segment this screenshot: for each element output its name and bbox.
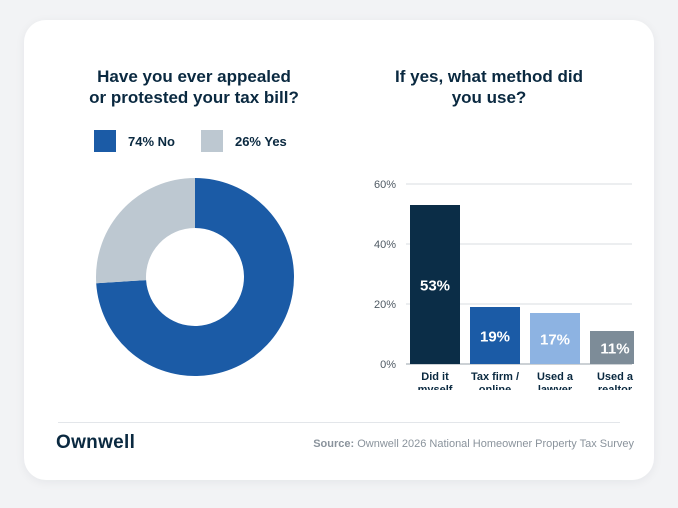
- donut-chart-title: Have you ever appealed or protested your…: [68, 66, 320, 108]
- donut-title-line-2: or protested your tax bill?: [89, 88, 299, 107]
- donut-chart: [96, 178, 295, 376]
- y-tick-label: 0%: [380, 359, 396, 371]
- legend-label-no: 74% No: [128, 133, 175, 149]
- x-category-label: Did it: [421, 371, 449, 383]
- footer-divider: [58, 422, 620, 423]
- bar-data-label: 11%: [600, 341, 629, 358]
- legend-item-no: 74% No: [94, 130, 175, 152]
- x-category-label: Used a: [537, 371, 574, 383]
- legend-label-yes: 26% Yes: [234, 133, 287, 149]
- ownwell-logo: Ownwell: [56, 432, 136, 453]
- legend-item-yes: 26% Yes: [200, 130, 287, 152]
- donut-legend: 74% No 26% Yes: [94, 130, 287, 152]
- bar: [410, 205, 460, 364]
- y-tick-label: 20%: [374, 299, 396, 311]
- source-label: Source:: [313, 438, 355, 450]
- legend-swatch-yes: [200, 130, 223, 152]
- bar: [530, 313, 580, 364]
- legend-swatch-no: [94, 130, 116, 152]
- donut-slice-yes: [96, 178, 195, 284]
- bar-data-label: 17%: [540, 332, 570, 349]
- survey-card: Have you ever appealed or protested your…: [24, 20, 654, 480]
- y-tick-label: 60%: [374, 179, 396, 191]
- x-category-label: realtor: [598, 384, 633, 390]
- donut-title-line-1: Have you ever appealed: [97, 67, 291, 86]
- bar-chart-title: If yes, what method did you use?: [354, 66, 624, 108]
- bar: [470, 307, 520, 364]
- bar: [590, 331, 634, 364]
- x-category-label: Tax firm /: [471, 371, 519, 383]
- bar-title-line-2: you use?: [451, 88, 527, 107]
- bar-data-label: 19%: [480, 329, 510, 346]
- x-category-label: myself: [418, 384, 453, 390]
- y-tick-label: 40%: [374, 239, 396, 251]
- x-category-label: online: [479, 384, 511, 390]
- bar-title-line-1: If yes, what method did: [395, 67, 583, 86]
- bar-data-label: 53%: [420, 278, 450, 295]
- x-category-label: lawyer: [538, 384, 573, 390]
- donut-slice-no: [96, 178, 295, 376]
- x-category-label: Used a: [597, 371, 634, 383]
- source-note: Source: Ownwell 2026 National Homeowner …: [313, 438, 634, 450]
- source-text: Ownwell 2026 National Homeowner Property…: [357, 438, 634, 450]
